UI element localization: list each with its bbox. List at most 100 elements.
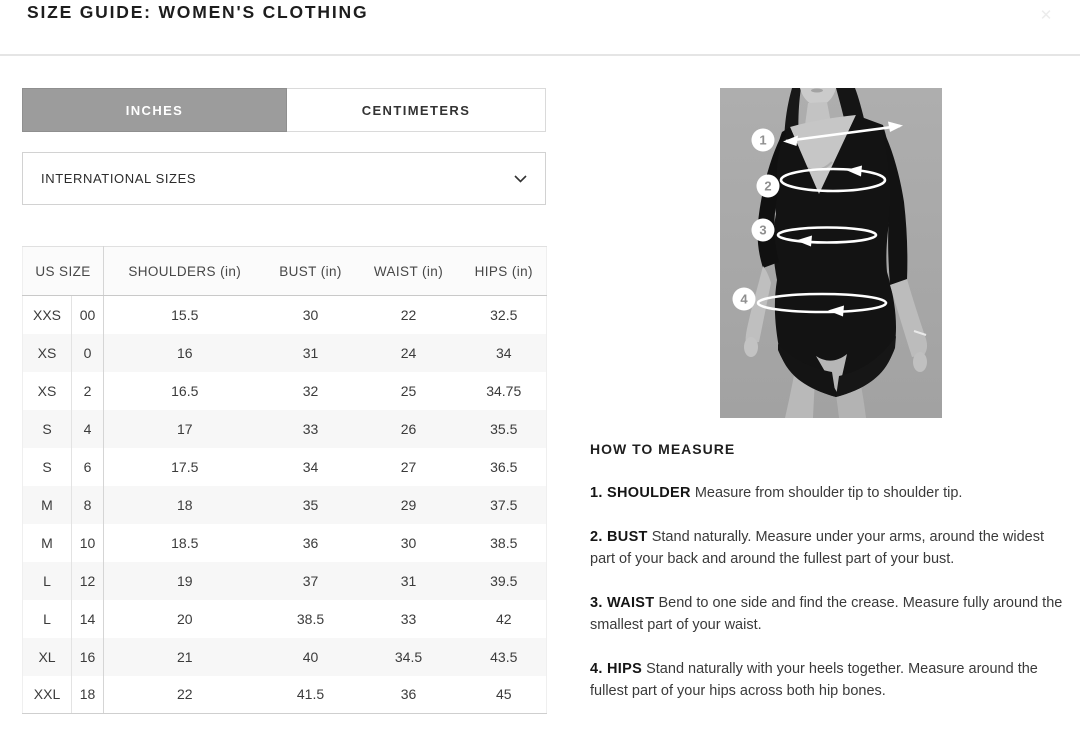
cell-shoulders: 22 <box>103 675 266 714</box>
cell-us-number: 14 <box>71 599 104 638</box>
cell-hips: 42 <box>495 610 512 627</box>
measure-step-label: 1. SHOULDER <box>590 485 691 501</box>
international-sizes-select[interactable]: INTERNATIONAL SIZES <box>22 152 546 205</box>
cell-size-letter: XS <box>22 333 72 372</box>
cell-us-number: 16 <box>71 637 104 676</box>
table-row: XXS 00 15.5 30 22 32.5 <box>22 295 547 334</box>
marker-3-circle <box>751 218 775 242</box>
cell-hips: 43.5 <box>490 648 518 665</box>
cell-us-number: 18 <box>71 675 104 714</box>
cell-hips: 37.5 <box>490 496 518 513</box>
header-divider <box>0 54 1080 56</box>
cell-waist: 31 <box>400 572 417 589</box>
measure-step-text: Stand naturally with your heels together… <box>590 660 1038 700</box>
measure-step-label: 3. WAIST <box>590 594 655 611</box>
cell-bust: 32 <box>302 382 319 399</box>
measure-step-text: Stand naturally. Measure under your arms… <box>590 528 1044 568</box>
shoulder-measure-arrow <box>785 124 901 143</box>
cell-shoulders: 18 <box>176 496 193 513</box>
cell-waist: 29 <box>400 496 417 513</box>
cell-waist: 36 <box>355 675 462 714</box>
measure-step: 1. SHOULDER Measure from shoulder tip to… <box>590 482 1070 505</box>
size-table: US SIZE SHOULDERS (in) BUST (in) WAIST (… <box>22 246 547 714</box>
cell-hips: 35.5 <box>490 420 518 437</box>
marker-2-circle <box>756 174 780 198</box>
cell-waist: 30 <box>400 534 417 551</box>
table-row: L 14 20 38.5 33 42 <box>22 599 547 638</box>
col-header-hips: HIPS (in) <box>461 246 547 296</box>
cell-bust: 34 <box>302 458 319 475</box>
cell-hips: 39.5 <box>490 572 518 589</box>
how-to-measure-steps: 1. SHOULDER Measure from shoulder tip to… <box>590 482 1070 703</box>
marker-1-label: 1 <box>759 133 766 148</box>
cell-size-letter: L <box>22 561 72 600</box>
cell-bust: 38.5 <box>296 610 325 627</box>
cell-size-letter: XXL <box>22 675 72 714</box>
unit-tabs: INCHES CENTIMETERS <box>22 88 546 132</box>
cell-us-number: 00 <box>71 295 104 334</box>
table-row: S 4 17 33 26 35.5 <box>22 409 547 448</box>
cell-waist: 25 <box>400 382 417 399</box>
cell-size-letter: S <box>22 447 72 486</box>
cell-bust: 35 <box>302 496 319 513</box>
col-header-shoulders: SHOULDERS (in) <box>103 246 266 296</box>
measure-step-label: 2. BUST <box>590 528 648 545</box>
cell-us-number: 6 <box>71 447 104 486</box>
measurement-model-image: 1 2 3 4 <box>720 88 942 418</box>
cell-bust: 31 <box>302 344 319 361</box>
cell-size-letter: S <box>22 409 72 448</box>
measure-step-text: Bend to one side and find the crease. Me… <box>590 594 1063 634</box>
cell-size-letter: XS <box>22 371 72 410</box>
cell-us-number: 12 <box>71 561 104 600</box>
table-row: M 8 18 35 29 37.5 <box>22 485 547 524</box>
cell-size-letter: XL <box>22 637 72 676</box>
cell-size-letter: M <box>22 523 72 562</box>
cell-bust: 36 <box>302 534 319 551</box>
measure-step: 4. HIPS Stand naturally with your heels … <box>590 658 1070 703</box>
cell-shoulders: 18.5 <box>171 534 199 551</box>
col-header-us-size: US SIZE <box>22 246 104 296</box>
table-row: S 6 17.5 34 27 36.5 <box>22 447 547 486</box>
cell-shoulders: 20 <box>176 610 193 627</box>
cell-size-letter: L <box>22 599 72 638</box>
marker-4-label: 4 <box>740 292 748 307</box>
cell-us-number: 0 <box>71 333 104 372</box>
cell-us-number: 10 <box>71 523 104 562</box>
marker-4-circle <box>732 287 756 311</box>
table-row: M 10 18.5 36 30 38.5 <box>22 523 547 562</box>
cell-waist: 33 <box>400 610 417 627</box>
col-header-waist: WAIST (in) <box>355 246 462 296</box>
international-sizes-value: INTERNATIONAL SIZES <box>41 171 197 186</box>
page-title: SIZE GUIDE: WOMEN'S CLOTHING <box>27 2 369 22</box>
cell-hips: 45 <box>461 675 547 714</box>
measure-step-text: Measure from shoulder tip to shoulder ti… <box>694 485 963 501</box>
tab-centimeters[interactable]: CENTIMETERS <box>287 88 546 132</box>
cell-shoulders: 19 <box>176 572 193 589</box>
marker-2-label: 2 <box>764 179 771 194</box>
cell-hips: 32.5 <box>490 306 518 323</box>
cell-us-number: 4 <box>71 409 104 448</box>
table-row: XS 0 16 31 24 34 <box>22 333 547 372</box>
tab-inches[interactable]: INCHES <box>22 88 287 132</box>
chevron-down-icon <box>514 174 527 183</box>
cell-shoulders: 16.5 <box>171 382 199 399</box>
size-table-body: XXS 00 15.5 30 22 32.5 XS 0 16 31 24 34 … <box>22 295 547 714</box>
table-row: XS 2 16.5 32 25 34.75 <box>22 371 547 410</box>
marker-3-label: 3 <box>759 223 766 238</box>
waist-measure-ellipse <box>776 226 878 244</box>
close-icon[interactable]: ✕ <box>1039 7 1053 24</box>
cell-bust: 37 <box>302 572 319 589</box>
cell-shoulders: 17.5 <box>171 458 199 475</box>
marker-1-circle <box>751 128 775 152</box>
cell-waist: 24 <box>400 344 417 361</box>
cell-waist: 26 <box>400 420 417 437</box>
cell-hips: 38.5 <box>490 534 518 551</box>
how-to-measure-section: HOW TO MEASURE 1. SHOULDER Measure from … <box>590 441 1070 724</box>
cell-shoulders: 15.5 <box>171 306 199 323</box>
cell-shoulders: 17 <box>176 420 193 437</box>
cell-us-number: 2 <box>71 371 104 410</box>
table-row: L 12 19 37 31 39.5 <box>22 561 547 600</box>
cell-bust: 41.5 <box>265 675 356 714</box>
table-row: XXL 18 22 41.5 36 45 <box>22 675 547 714</box>
